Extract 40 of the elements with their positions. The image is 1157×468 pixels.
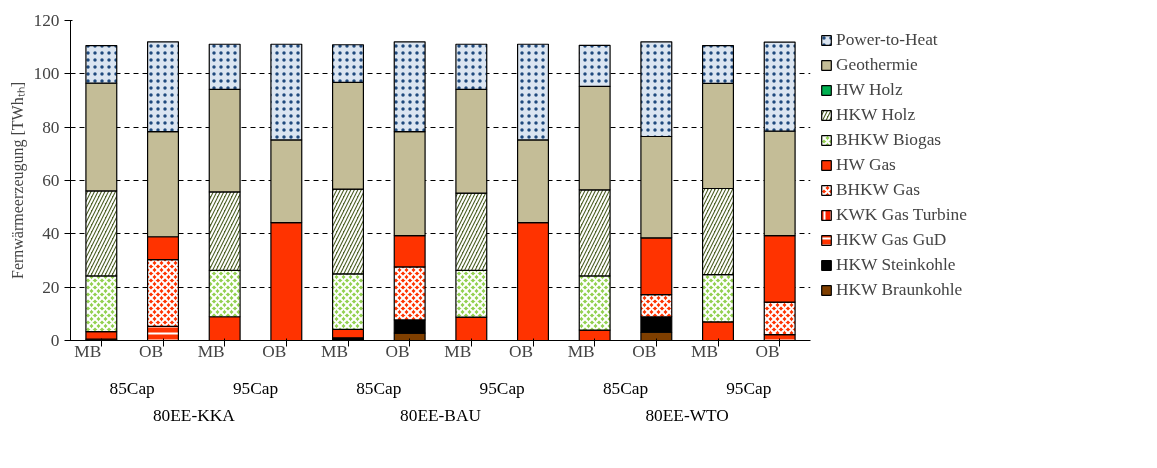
- x-tick-label: OB: [262, 342, 287, 361]
- legend-label: BHKW Biogas: [836, 130, 942, 150]
- legend-label: HKW Gas GuD: [836, 230, 947, 250]
- x-tick-label: OB: [632, 342, 657, 361]
- x-tick-label: MB: [197, 342, 225, 361]
- y-tick-label: 120: [33, 11, 60, 30]
- text: 95Cap: [726, 378, 772, 398]
- text: 85Cap: [109, 378, 155, 398]
- legend-label: HKW Steinkohle: [836, 255, 956, 275]
- legend-label: HKW Braunkohle: [836, 280, 963, 300]
- y-tick-label: 0: [50, 331, 60, 350]
- x-tick-label: MB: [321, 342, 348, 361]
- x-tick-label: OB: [138, 342, 164, 361]
- legend-label: KWK Gas Turbine: [836, 205, 967, 225]
- x-tick-label: MB: [444, 342, 472, 361]
- y-tick-label: 20: [42, 277, 60, 297]
- x-tick-label: MB: [74, 342, 102, 361]
- x-tick-label: OB: [508, 342, 534, 361]
- y-tick-label: 100: [33, 64, 60, 84]
- x-tick-label: MB: [691, 342, 718, 361]
- text: 80EE-WTO: [645, 405, 729, 425]
- legend-label: BHKW Gas: [836, 180, 920, 200]
- legend-label: HKW Holz: [836, 105, 916, 125]
- x-tick-label: OB: [755, 342, 780, 361]
- x-tick-label: MB: [567, 342, 595, 361]
- y-tick-label: 80: [42, 117, 60, 137]
- y-tick-label: 40: [42, 224, 60, 244]
- text: 80EE-BAU: [400, 405, 482, 425]
- y-axis-title: Fernwärmeerzeugung [TWhₜₕ]: [8, 81, 27, 280]
- legend-label: HW Holz: [836, 80, 903, 100]
- x-tick-label: OB: [385, 342, 410, 361]
- text: 85Cap: [602, 378, 649, 398]
- legend-label: HW Gas: [836, 155, 896, 175]
- legend-label: Power-to-Heat: [836, 30, 938, 50]
- y-tick-label: 60: [42, 171, 60, 190]
- text: 95Cap: [232, 378, 279, 398]
- text: 85Cap: [356, 378, 402, 398]
- legend-label: Geothermie: [836, 55, 918, 75]
- text: 95Cap: [479, 378, 525, 398]
- text: 80EE-KKA: [152, 405, 236, 425]
